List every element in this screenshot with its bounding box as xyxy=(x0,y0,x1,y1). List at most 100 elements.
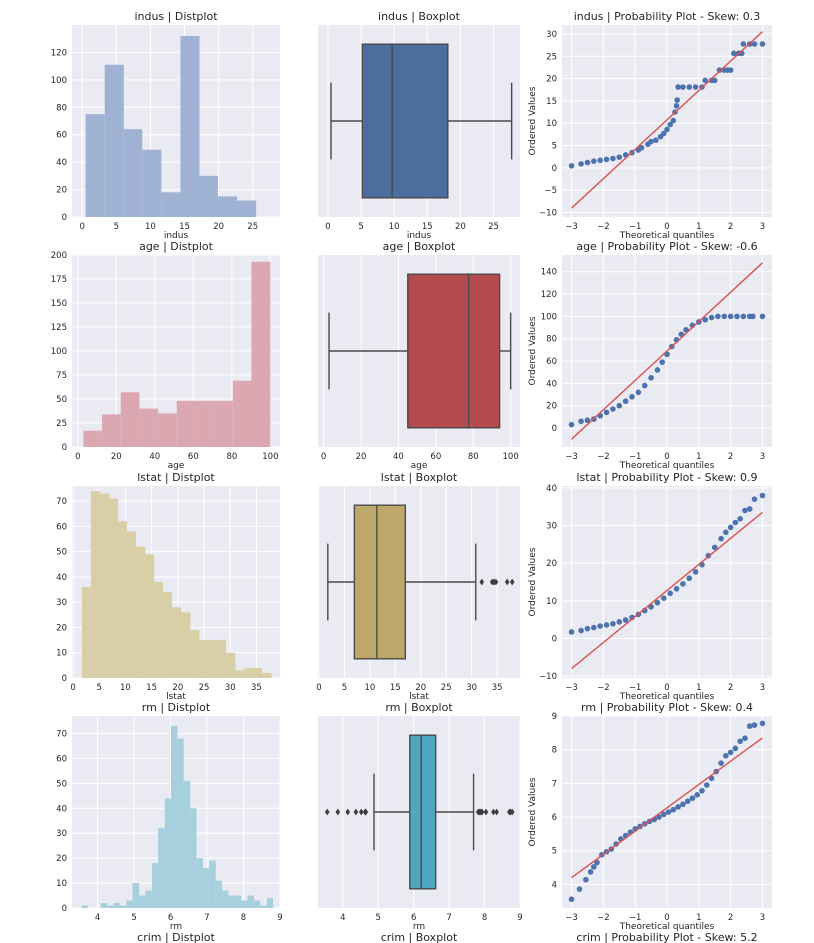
probability-point xyxy=(723,529,729,536)
panel-box-1-1: 0 20 40 60 80 100 age | Boxplot age xyxy=(318,240,520,471)
probability-point xyxy=(732,519,739,526)
probability-point xyxy=(576,886,583,892)
truncated-panel-title: crim | Boxplot xyxy=(381,931,458,943)
probability-point xyxy=(610,620,616,627)
probability-point xyxy=(629,393,635,400)
x-tick-label: 5 xyxy=(114,222,119,232)
histogram-bar xyxy=(217,196,238,217)
probability-point xyxy=(686,84,693,90)
probability-point xyxy=(702,77,708,84)
probability-point xyxy=(603,409,610,416)
y-axis-label: Ordered Values xyxy=(528,316,538,385)
probability-point xyxy=(711,77,718,84)
probability-point xyxy=(659,359,666,365)
x-tick-label: 1 xyxy=(696,222,701,232)
histogram-bar xyxy=(208,640,218,678)
y-tick-label: 60 xyxy=(56,754,67,764)
probability-point xyxy=(684,798,691,805)
histogram-bar xyxy=(215,880,222,908)
x-tick-label: 9 xyxy=(517,913,522,923)
probability-point xyxy=(578,161,584,167)
probability-point xyxy=(715,313,721,320)
histogram-bar xyxy=(100,903,108,908)
histogram-bar xyxy=(199,175,218,217)
box-outlier xyxy=(493,578,499,586)
probability-point xyxy=(751,41,758,47)
y-tick-label: −10 xyxy=(539,209,557,219)
x-tick-label: 2 xyxy=(728,222,733,232)
y-tick-label: 9 xyxy=(552,712,557,722)
histogram-bar xyxy=(145,554,155,678)
y-tick-label: 200 xyxy=(51,251,67,261)
y-tick-label: 60 xyxy=(56,522,67,532)
box-iqr xyxy=(407,273,501,429)
box-outlier xyxy=(504,578,510,586)
x-axis-label: rm xyxy=(170,922,182,932)
box-outlier xyxy=(324,808,330,816)
x-tick-label: 9 xyxy=(277,913,282,923)
x-axis-label: Theoretical quantiles xyxy=(619,692,715,702)
x-tick-label: −1 xyxy=(629,222,642,232)
histogram-bar xyxy=(107,905,114,908)
box-iqr xyxy=(409,734,437,890)
y-tick-label: 20 xyxy=(546,75,557,85)
histogram-bar xyxy=(244,667,254,678)
x-tick-label: 3 xyxy=(760,222,765,232)
probability-point xyxy=(740,41,747,47)
x-tick-label: 100 xyxy=(503,452,519,462)
histogram-bar xyxy=(199,640,209,678)
y-tick-label: 0 xyxy=(552,634,557,644)
histogram-bar xyxy=(217,640,227,678)
panel-box-0-1: 0 5 10 15 20 25 indus | Boxplot indus xyxy=(318,10,520,241)
x-tick-label: 1 xyxy=(696,683,701,693)
probability-point xyxy=(568,163,575,169)
x-tick-label: 2 xyxy=(728,452,733,462)
probability-point xyxy=(641,382,648,389)
y-tick-label: 120 xyxy=(51,48,67,58)
probability-point xyxy=(708,314,715,321)
y-tick-label: 15 xyxy=(546,97,557,107)
y-tick-label: 5 xyxy=(552,847,557,857)
probability-point xyxy=(616,402,623,409)
probability-point xyxy=(737,515,743,522)
x-tick-label: −2 xyxy=(597,913,610,923)
panel-title: indus | Boxplot xyxy=(378,10,461,23)
y-tick-label: 40 xyxy=(546,379,557,389)
histogram-bar xyxy=(163,592,173,678)
x-tick-label: 20 xyxy=(172,683,183,693)
histogram-bar xyxy=(190,630,200,678)
x-axis-label: indus xyxy=(407,231,432,241)
probability-point xyxy=(591,158,597,164)
probability-point xyxy=(686,575,693,582)
y-tick-label: 5 xyxy=(552,142,557,152)
histogram-bar xyxy=(118,521,128,678)
y-tick-label: 70 xyxy=(56,729,67,739)
x-tick-label: 15 xyxy=(179,222,190,232)
x-tick-label: 0 xyxy=(75,452,80,462)
histogram-bar xyxy=(123,129,143,217)
probability-point xyxy=(661,595,667,601)
histogram-bar xyxy=(127,531,136,678)
x-tick-label: 2 xyxy=(728,913,733,923)
probability-point xyxy=(635,389,642,396)
probability-point xyxy=(673,103,680,109)
y-tick-label: 100 xyxy=(51,76,67,86)
y-tick-label: 30 xyxy=(546,30,557,40)
y-tick-label: 100 xyxy=(51,347,67,357)
y-tick-label: 40 xyxy=(56,573,67,583)
x-tick-label: 1 xyxy=(696,913,701,923)
panel-box-2-1: 0 5 10 15 20 25 30 35 lstat | Boxplot lstat xyxy=(316,471,520,702)
probability-point xyxy=(583,876,589,883)
x-tick-label: 6 xyxy=(411,913,416,923)
probability-point xyxy=(734,313,740,320)
histogram-bar xyxy=(234,895,242,908)
probability-point xyxy=(759,492,766,499)
histogram-bar xyxy=(158,828,165,908)
y-tick-label: 10 xyxy=(546,119,557,129)
histogram-bar xyxy=(113,903,120,908)
probability-point xyxy=(759,313,766,320)
histogram-bar xyxy=(139,408,159,447)
x-tick-label: 5 xyxy=(342,683,347,693)
x-tick-label: 25 xyxy=(441,683,452,693)
